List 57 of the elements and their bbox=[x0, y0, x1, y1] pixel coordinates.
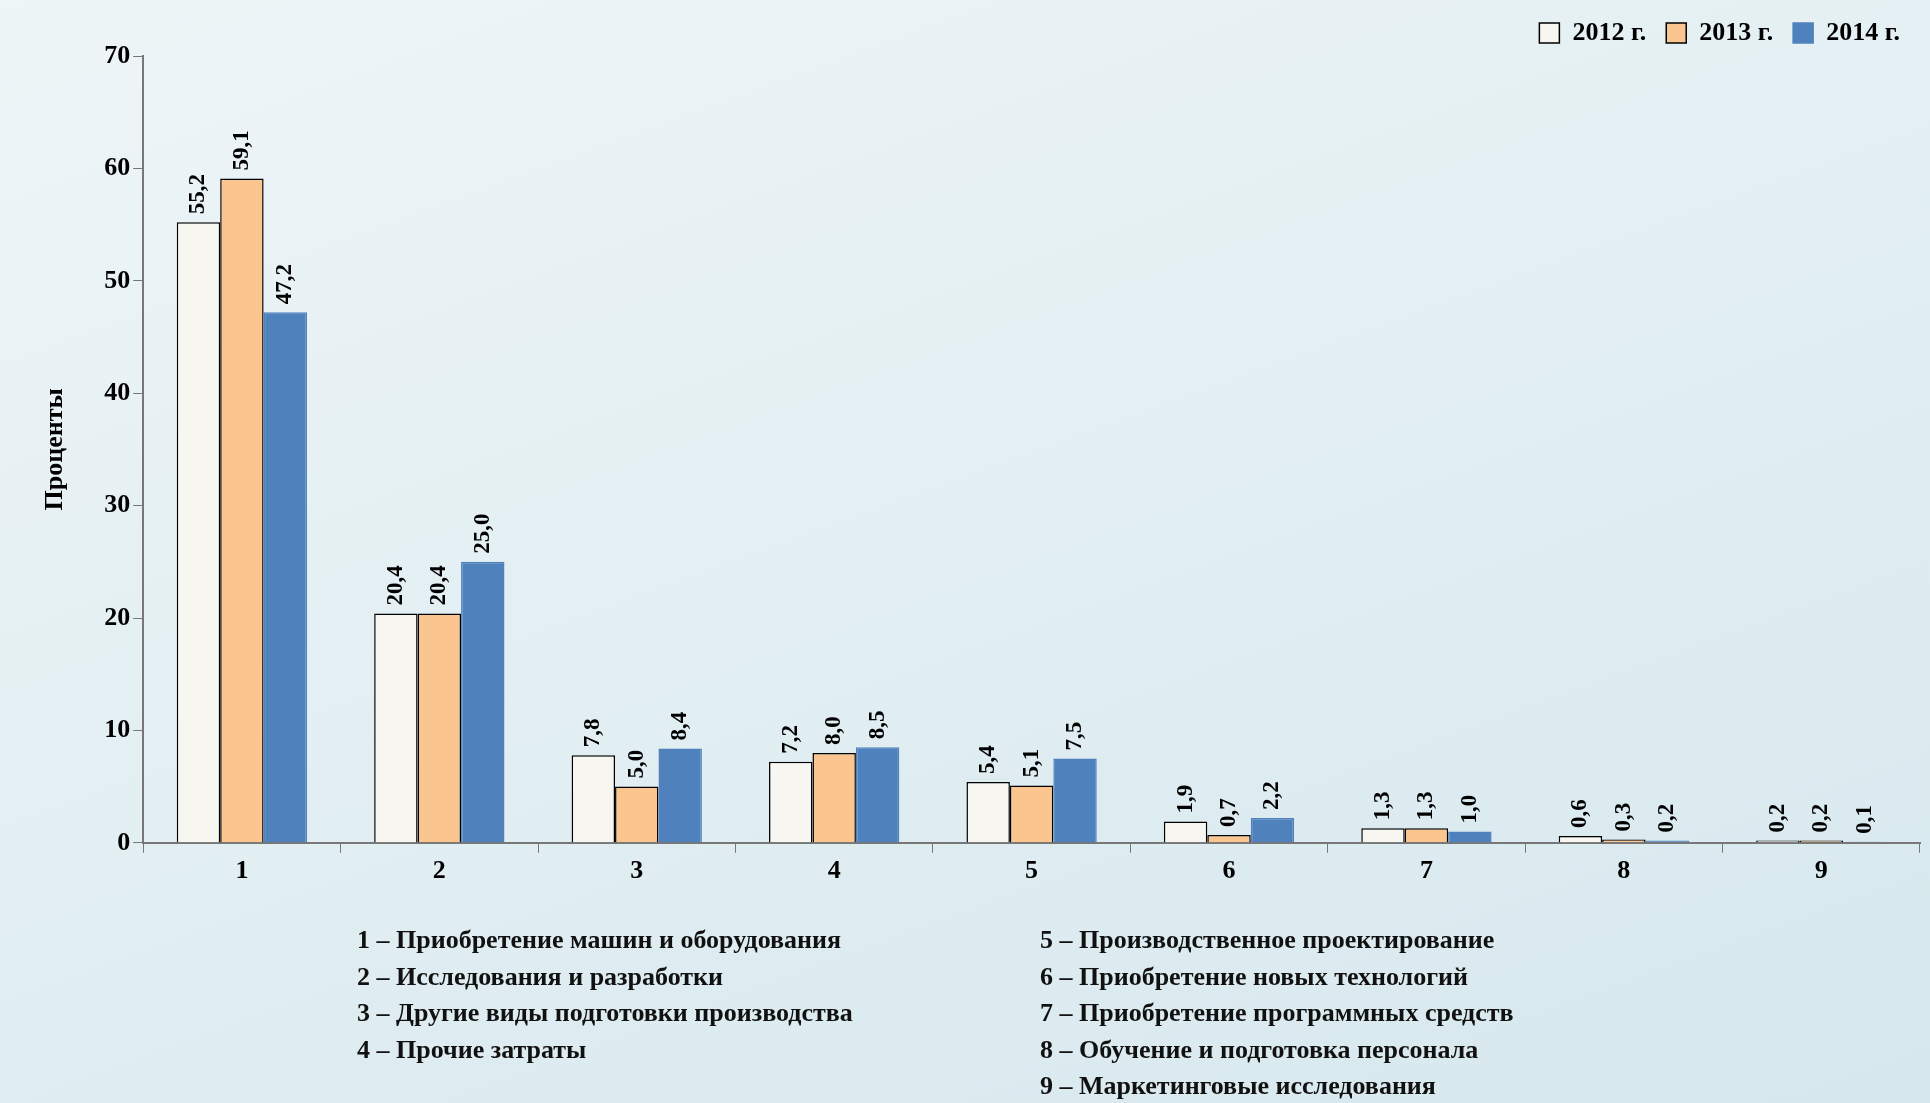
text: 2 – Исследования и разработки bbox=[357, 960, 725, 993]
y-tick-label: 60 bbox=[104, 152, 131, 182]
data-label: 20,4 bbox=[425, 564, 451, 606]
data-label: 7,2 bbox=[776, 725, 802, 754]
data-label: 0,1 bbox=[1850, 804, 1876, 834]
text: 8 – Обучение и подготовка персонала bbox=[1040, 1033, 1480, 1066]
data-label: 1,3 bbox=[1412, 791, 1438, 821]
y-tick-label: 50 bbox=[104, 264, 131, 294]
text: 1 – Приобретение машин и оборудования bbox=[357, 924, 843, 956]
data-label: 55,2 bbox=[184, 174, 210, 215]
x-tick-label: 2 bbox=[432, 855, 446, 885]
y-tick-label: 10 bbox=[104, 714, 131, 744]
y-tick-label: 30 bbox=[104, 489, 131, 519]
data-label: 7,5 bbox=[1060, 721, 1086, 751]
data-label: 7,8 bbox=[579, 718, 605, 748]
data-label: 8,5 bbox=[863, 710, 889, 740]
x-tick-label: 5 bbox=[1025, 855, 1039, 885]
x-tick-label: 3 bbox=[630, 855, 644, 885]
data-label: 20,4 bbox=[381, 564, 407, 606]
y-tick-label: 70 bbox=[104, 39, 131, 69]
legend-label: 2014 г. bbox=[1826, 16, 1900, 46]
legend-label: 2012 г. bbox=[1572, 16, 1647, 46]
data-label: 25,0 bbox=[468, 513, 494, 554]
data-label: 1,0 bbox=[1455, 794, 1481, 824]
data-label: 0,2 bbox=[1653, 803, 1679, 833]
text: 3 – Другие виды подготовки производства bbox=[357, 997, 854, 1029]
data-label: 0,2 bbox=[1807, 803, 1833, 833]
data-label: 0,6 bbox=[1566, 799, 1592, 829]
text: 7 – Приобретение программных средств bbox=[1040, 997, 1514, 1029]
data-label: 2,2 bbox=[1258, 781, 1284, 811]
data-label: 1,9 bbox=[1171, 784, 1197, 814]
data-label: 5,1 bbox=[1017, 748, 1043, 778]
data-label: 8,0 bbox=[820, 716, 846, 745]
text: 4 – Прочие затраты bbox=[357, 1033, 588, 1066]
data-label: 0,7 bbox=[1214, 798, 1240, 827]
data-label: 59,1 bbox=[227, 130, 253, 171]
text: 9 – Маркетинговые исследования bbox=[1040, 1070, 1437, 1102]
x-tick-label: 6 bbox=[1222, 855, 1236, 885]
data-label: 8,4 bbox=[666, 711, 692, 741]
y-tick-label: 0 bbox=[117, 826, 131, 856]
data-label: 0,2 bbox=[1763, 803, 1789, 833]
data-label: 5,4 bbox=[974, 744, 1000, 775]
y-tick-label: 20 bbox=[104, 601, 131, 631]
legend-label: 2013 г. bbox=[1699, 16, 1774, 46]
data-label: 5,0 bbox=[622, 749, 648, 779]
x-tick-label: 1 bbox=[235, 855, 249, 885]
data-label: 47,2 bbox=[271, 264, 297, 305]
x-tick-label: 7 bbox=[1419, 855, 1433, 885]
y-tick-label: 40 bbox=[104, 376, 131, 406]
text: 6 – Приобретение новых технологий bbox=[1040, 960, 1469, 993]
data-label: 1,3 bbox=[1368, 791, 1394, 821]
y-axis-title: Проценты bbox=[39, 388, 69, 511]
x-tick-label: 4 bbox=[827, 855, 841, 885]
x-tick-label: 8 bbox=[1617, 855, 1631, 885]
x-tick-label: 9 bbox=[1814, 855, 1828, 885]
text: 5 – Производственное проектирование bbox=[1040, 924, 1496, 956]
data-label: 0,3 bbox=[1609, 802, 1635, 832]
